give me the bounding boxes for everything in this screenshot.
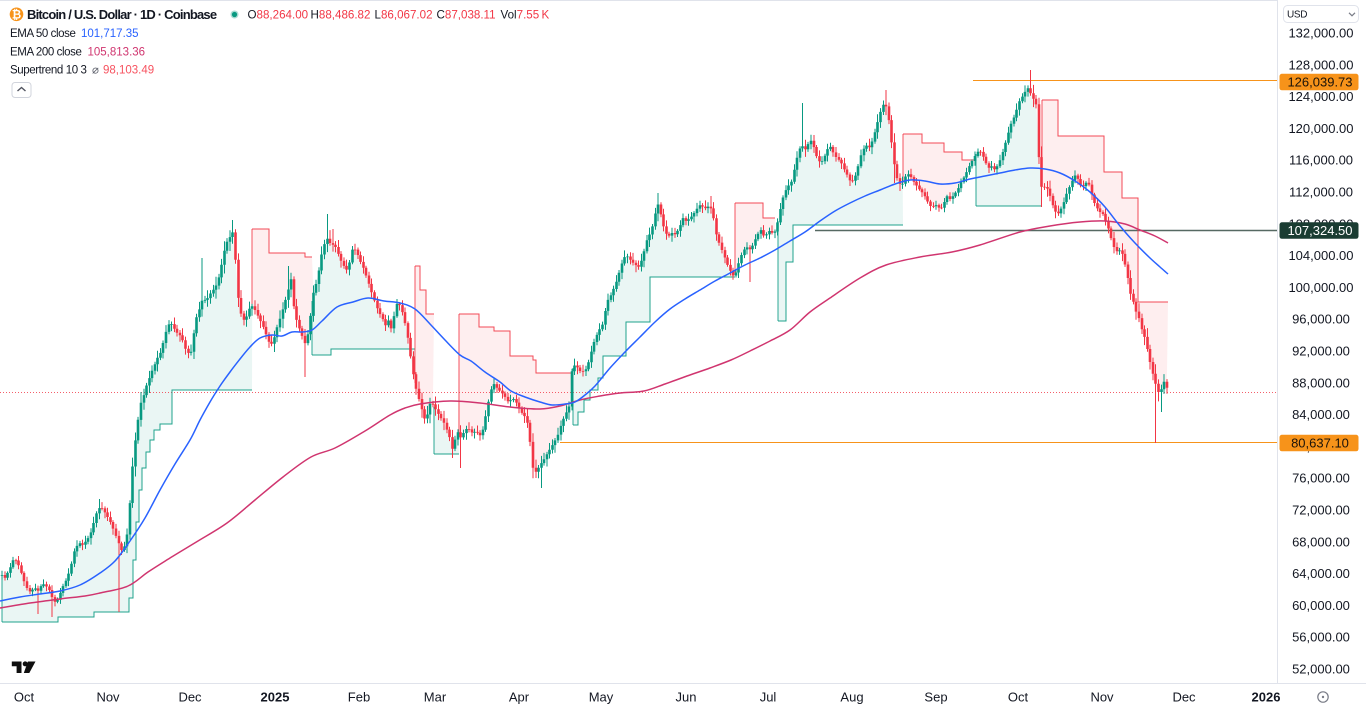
svg-text:Sep: Sep: [924, 690, 947, 705]
svg-text:52,000.00: 52,000.00: [1292, 662, 1350, 677]
svg-text:88,000.00: 88,000.00: [1292, 375, 1350, 390]
svg-text:92,000.00: 92,000.00: [1292, 344, 1350, 359]
svg-text:124,000.00: 124,000.00: [1288, 89, 1353, 104]
svg-text:May: May: [589, 690, 614, 705]
svg-text:96,000.00: 96,000.00: [1292, 312, 1350, 327]
svg-text:Oct: Oct: [14, 690, 35, 705]
svg-text:2026: 2026: [1252, 690, 1281, 705]
svg-text:EMA 200 close: EMA 200 close: [10, 47, 82, 59]
svg-text:⌀: ⌀: [92, 65, 99, 77]
svg-text:Nov: Nov: [96, 690, 120, 705]
svg-text:76,000.00: 76,000.00: [1292, 471, 1350, 486]
svg-text:84,000.00: 84,000.00: [1292, 407, 1350, 422]
svg-text:116,000.00: 116,000.00: [1289, 153, 1353, 168]
svg-text:Dec: Dec: [178, 690, 202, 705]
svg-text:L86,067.02: L86,067.02: [375, 8, 433, 21]
svg-text:Feb: Feb: [348, 690, 370, 705]
svg-text:₿: ₿: [12, 10, 21, 22]
svg-text:O88,264.00: O88,264.00: [248, 8, 309, 21]
svg-text:128,000.00: 128,000.00: [1288, 57, 1353, 72]
svg-text:Aug: Aug: [840, 690, 863, 705]
svg-text:100,000.00: 100,000.00: [1288, 280, 1353, 295]
svg-text:68,000.00: 68,000.00: [1292, 534, 1350, 549]
svg-text:C87,038.11: C87,038.11: [437, 8, 496, 21]
svg-text:132,000.00: 132,000.00: [1288, 26, 1353, 41]
svg-text:98,103.49: 98,103.49: [103, 65, 154, 77]
svg-text:126,039.73: 126,039.73: [1287, 75, 1352, 90]
svg-text:56,000.00: 56,000.00: [1292, 630, 1350, 645]
svg-text:72,000.00: 72,000.00: [1292, 503, 1350, 518]
svg-text:H88,486.82: H88,486.82: [311, 8, 371, 21]
svg-text:Bitcoin / U.S. Dollar · 1D · C: Bitcoin / U.S. Dollar · 1D · Coinbase: [27, 7, 217, 22]
svg-text:105,813.36: 105,813.36: [88, 47, 146, 59]
svg-text:Nov: Nov: [1090, 690, 1114, 705]
svg-text:60,000.00: 60,000.00: [1292, 598, 1350, 613]
svg-text:Jul: Jul: [760, 690, 777, 705]
svg-text:Supertrend 10 3: Supertrend 10 3: [10, 65, 86, 77]
svg-text:USD: USD: [1287, 10, 1307, 21]
svg-text:Jun: Jun: [676, 690, 697, 705]
svg-text:107,324.50: 107,324.50: [1287, 223, 1352, 238]
svg-text:Dec: Dec: [1172, 690, 1196, 705]
svg-text:2025: 2025: [261, 690, 290, 705]
svg-text:Oct: Oct: [1008, 690, 1029, 705]
svg-text:120,000.00: 120,000.00: [1288, 121, 1353, 136]
svg-text:101,717.35: 101,717.35: [81, 28, 139, 40]
svg-text:EMA 50 close: EMA 50 close: [10, 28, 76, 40]
svg-text:64,000.00: 64,000.00: [1292, 566, 1350, 581]
svg-text:104,000.00: 104,000.00: [1288, 248, 1353, 263]
svg-text:112,000.00: 112,000.00: [1289, 185, 1353, 200]
svg-text:Apr: Apr: [509, 690, 530, 705]
svg-text:Vol7.55 K: Vol7.55 K: [501, 8, 550, 21]
svg-text:80,637.10: 80,637.10: [1291, 436, 1349, 451]
svg-text:Mar: Mar: [424, 690, 447, 705]
